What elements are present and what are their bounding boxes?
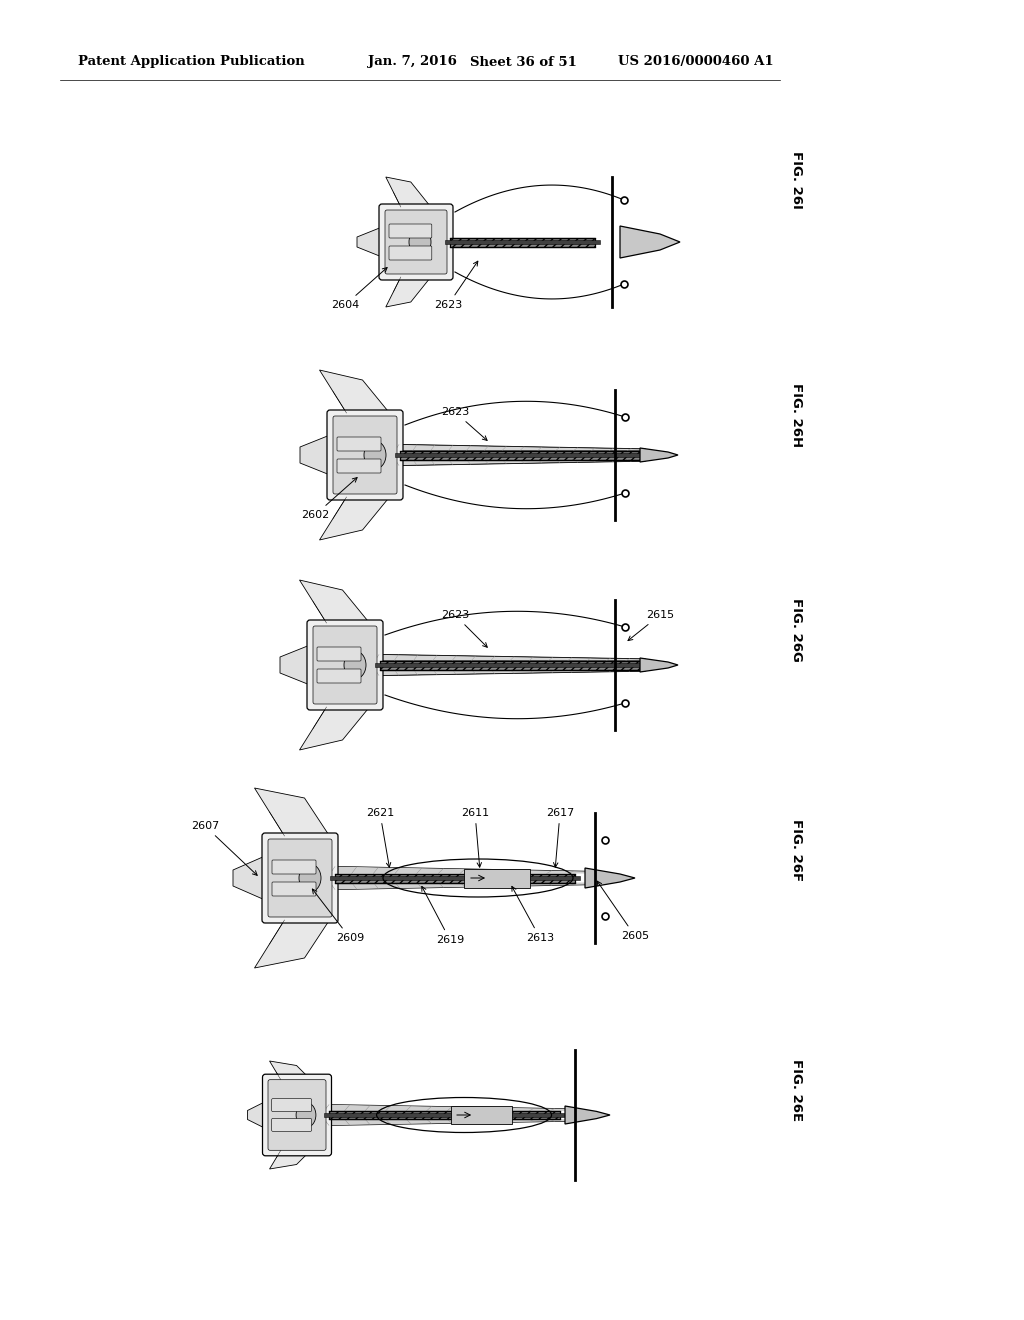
Bar [375,663,645,667]
Polygon shape [300,436,330,475]
Text: 2615: 2615 [628,610,674,640]
FancyBboxPatch shape [272,861,316,874]
Polygon shape [319,498,389,540]
Text: Patent Application Publication: Patent Application Publication [78,55,305,69]
Text: 2621: 2621 [366,808,394,867]
Text: US 2016/0000460 A1: US 2016/0000460 A1 [618,55,773,69]
Bar [380,660,640,669]
Text: 2605: 2605 [597,882,649,941]
Text: FIG. 26I: FIG. 26I [790,150,803,209]
Text: FIG. 26H: FIG. 26H [790,383,803,447]
Text: FIG. 26E: FIG. 26E [790,1059,803,1121]
FancyBboxPatch shape [317,669,361,682]
FancyBboxPatch shape [379,205,453,280]
Polygon shape [375,655,645,660]
Polygon shape [375,669,645,676]
Bar [329,1111,560,1119]
Bar [395,453,645,457]
Polygon shape [330,866,590,874]
Text: 2611: 2611 [461,808,489,867]
FancyBboxPatch shape [307,620,383,710]
Text: 2623: 2623 [434,261,478,310]
Polygon shape [640,447,678,462]
FancyBboxPatch shape [272,882,316,896]
Text: 2609: 2609 [312,890,365,942]
Polygon shape [395,459,645,466]
Text: 2607: 2607 [190,821,257,875]
Ellipse shape [344,651,366,678]
Polygon shape [330,883,590,890]
Bar [330,876,580,880]
FancyBboxPatch shape [271,1098,311,1111]
FancyBboxPatch shape [313,626,377,704]
Polygon shape [255,788,330,836]
Polygon shape [248,1101,265,1129]
Text: FIG. 26G: FIG. 26G [790,598,803,661]
FancyBboxPatch shape [337,437,381,451]
Bar [450,238,595,247]
Bar [324,1113,564,1117]
Text: Jan. 7, 2016: Jan. 7, 2016 [368,55,457,69]
Polygon shape [299,708,370,750]
FancyBboxPatch shape [337,459,381,473]
FancyBboxPatch shape [262,833,338,923]
FancyBboxPatch shape [268,1080,326,1150]
FancyBboxPatch shape [262,1074,332,1156]
Polygon shape [269,1061,314,1084]
Polygon shape [565,1106,610,1125]
Polygon shape [386,277,431,308]
Polygon shape [280,645,310,685]
FancyBboxPatch shape [385,210,447,275]
Ellipse shape [364,441,386,469]
Text: 2623: 2623 [441,407,487,441]
Polygon shape [640,657,678,672]
Ellipse shape [299,865,321,892]
Polygon shape [395,445,645,450]
Polygon shape [324,1105,570,1111]
Text: FIG. 26F: FIG. 26F [790,818,803,880]
FancyBboxPatch shape [333,416,397,494]
FancyBboxPatch shape [271,1118,311,1131]
FancyBboxPatch shape [327,411,403,500]
Bar [400,450,640,459]
Text: 2613: 2613 [512,887,554,942]
Polygon shape [255,920,330,968]
Polygon shape [620,226,680,257]
Ellipse shape [296,1102,315,1127]
Bar [335,874,575,883]
Ellipse shape [409,228,431,256]
Text: 2602: 2602 [301,478,357,520]
Polygon shape [357,227,382,257]
Text: 2604: 2604 [331,268,387,310]
Text: 2623: 2623 [441,610,487,647]
Bar [464,869,530,887]
FancyBboxPatch shape [317,647,361,661]
FancyBboxPatch shape [389,246,432,260]
Bar [445,240,600,244]
Bar [451,1106,512,1123]
Polygon shape [269,1147,314,1170]
Text: 2619: 2619 [422,887,464,945]
Polygon shape [233,855,265,900]
Polygon shape [324,1119,570,1126]
Polygon shape [585,869,635,888]
Text: 2617: 2617 [546,808,574,867]
Polygon shape [299,579,370,623]
FancyBboxPatch shape [389,224,432,238]
Polygon shape [319,370,389,413]
FancyBboxPatch shape [268,840,332,917]
Text: Sheet 36 of 51: Sheet 36 of 51 [470,55,577,69]
Polygon shape [386,177,431,207]
